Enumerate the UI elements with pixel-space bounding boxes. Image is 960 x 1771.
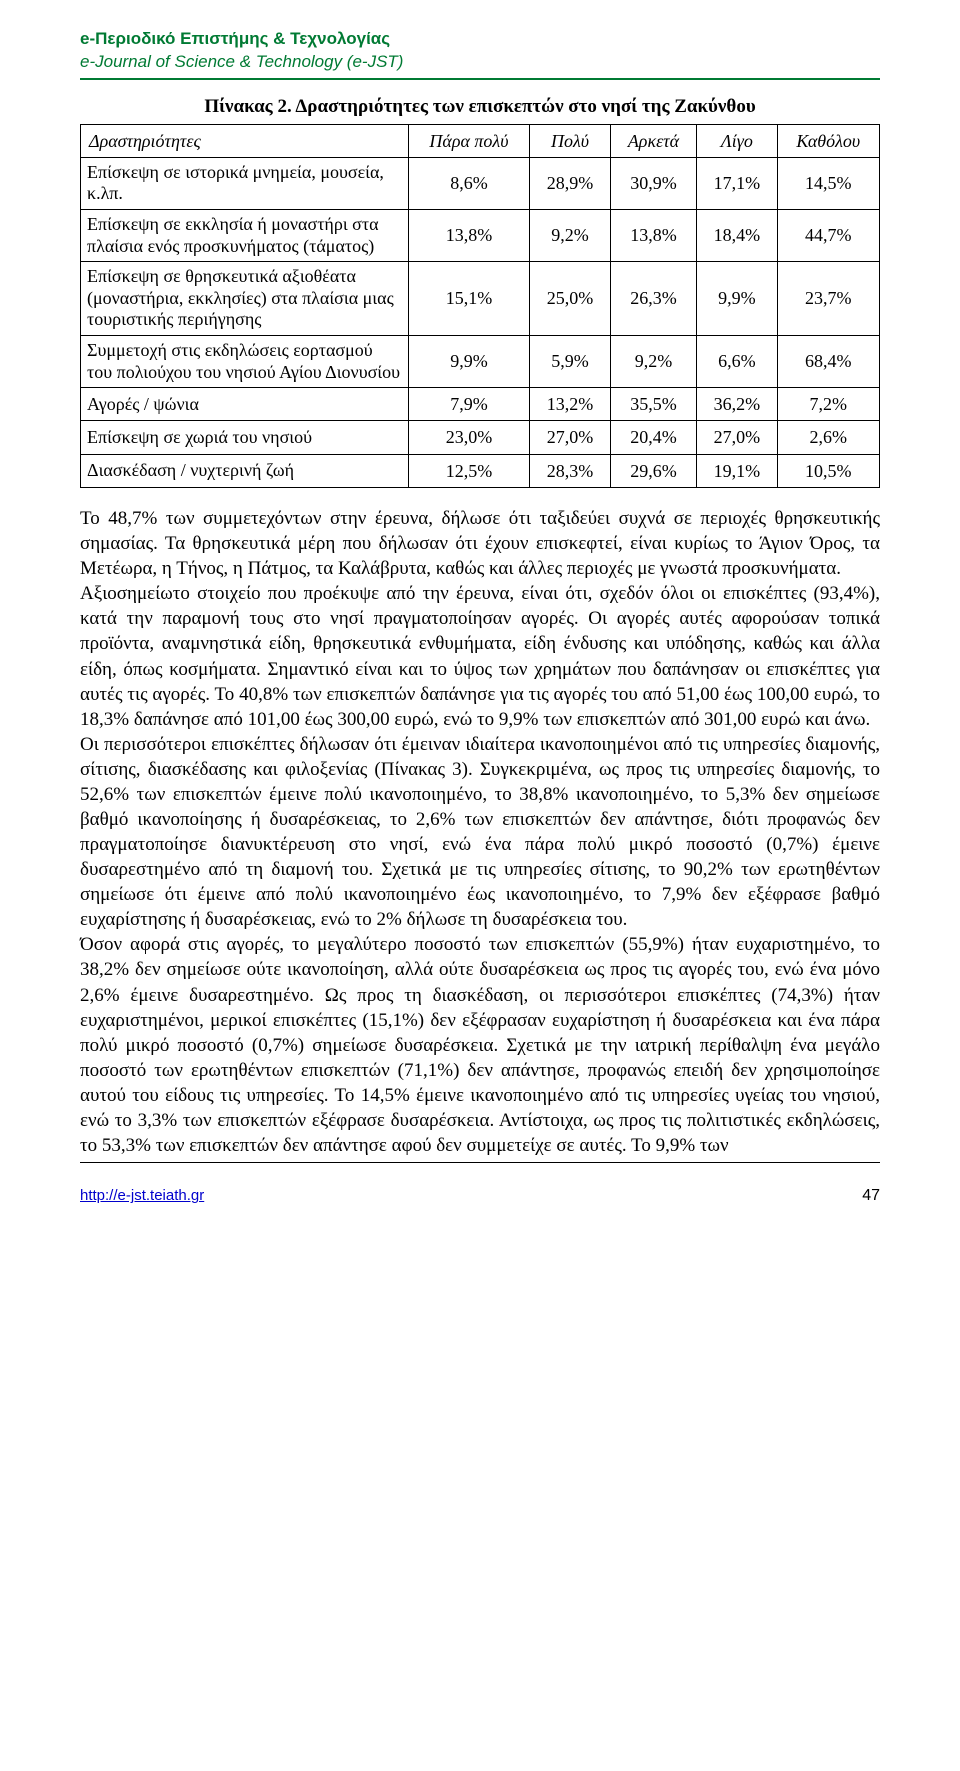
row-label: Συμμετοχή στις εκδηλώσεις εορτασμού του … xyxy=(81,335,409,387)
row-value: 6,6% xyxy=(697,335,777,387)
row-value: 9,2% xyxy=(530,210,610,262)
row-value: 7,2% xyxy=(777,388,879,421)
col-much: Πολύ xyxy=(530,124,610,157)
journal-title-en: e-Journal of Science & Technology (e-JST… xyxy=(80,51,880,78)
row-value: 30,9% xyxy=(610,157,696,209)
row-label: Επίσκεψη σε ιστορικά μνημεία, μουσεία, κ… xyxy=(81,157,409,209)
row-value: 13,8% xyxy=(408,210,530,262)
row-value: 5,9% xyxy=(530,335,610,387)
row-value: 8,6% xyxy=(408,157,530,209)
row-value: 27,0% xyxy=(530,421,610,454)
table-row: Επίσκεψη σε ιστορικά μνημεία, μουσεία, κ… xyxy=(81,157,880,209)
col-none: Καθόλου xyxy=(777,124,879,157)
row-value: 23,0% xyxy=(408,421,530,454)
row-label: Αγορές / ψώνια xyxy=(81,388,409,421)
table-row: Επίσκεψη σε εκκλησία ή μοναστήρι στα πλα… xyxy=(81,210,880,262)
paragraph-2: Αξιοσημείωτο στοιχείο που προέκυψε από τ… xyxy=(80,581,880,731)
body-text: Το 48,7% των συμμετεχόντων στην έρευνα, … xyxy=(80,506,880,1158)
row-value: 27,0% xyxy=(697,421,777,454)
paragraph-1: Το 48,7% των συμμετεχόντων στην έρευνα, … xyxy=(80,506,880,581)
row-value: 26,3% xyxy=(610,262,696,336)
table-title: Πίνακας 2. Δραστηριότητες των επισκεπτών… xyxy=(80,94,880,120)
table-row: Επίσκεψη σε χωριά του νησιού23,0%27,0%20… xyxy=(81,421,880,454)
footer-divider xyxy=(80,1162,880,1163)
row-value: 28,9% xyxy=(530,157,610,209)
row-value: 25,0% xyxy=(530,262,610,336)
row-value: 9,2% xyxy=(610,335,696,387)
row-value: 2,6% xyxy=(777,421,879,454)
row-value: 20,4% xyxy=(610,421,696,454)
paragraph-3: Οι περισσότεροι επισκέπτες δήλωσαν ότι έ… xyxy=(80,732,880,933)
row-value: 29,6% xyxy=(610,454,696,487)
row-value: 12,5% xyxy=(408,454,530,487)
row-value: 19,1% xyxy=(697,454,777,487)
row-value: 9,9% xyxy=(697,262,777,336)
row-value: 13,2% xyxy=(530,388,610,421)
row-value: 10,5% xyxy=(777,454,879,487)
row-value: 28,3% xyxy=(530,454,610,487)
activities-table: Δραστηριότητες Πάρα πολύ Πολύ Αρκετά Λίγ… xyxy=(80,124,880,489)
row-label: Επίσκεψη σε εκκλησία ή μοναστήρι στα πλα… xyxy=(81,210,409,262)
table-row: Διασκέδαση / νυχτερινή ζωή12,5%28,3%29,6… xyxy=(81,454,880,487)
table-row: Αγορές / ψώνια7,9%13,2%35,5%36,2%7,2% xyxy=(81,388,880,421)
table-row: Συμμετοχή στις εκδηλώσεις εορτασμού του … xyxy=(81,335,880,387)
col-very-much: Πάρα πολύ xyxy=(408,124,530,157)
row-value: 17,1% xyxy=(697,157,777,209)
col-little: Λίγο xyxy=(697,124,777,157)
row-label: Διασκέδαση / νυχτερινή ζωή xyxy=(81,454,409,487)
row-value: 23,7% xyxy=(777,262,879,336)
page-footer: http://e-jst.teiath.gr 47 xyxy=(80,1185,880,1207)
paragraph-4: Όσον αφορά στις αγορές, το μεγαλύτερο πο… xyxy=(80,932,880,1158)
row-value: 7,9% xyxy=(408,388,530,421)
row-label: Επίσκεψη σε θρησκευτικά αξιοθέατα (μονασ… xyxy=(81,262,409,336)
col-enough: Αρκετά xyxy=(610,124,696,157)
row-value: 18,4% xyxy=(697,210,777,262)
table-header-row: Δραστηριότητες Πάρα πολύ Πολύ Αρκετά Λίγ… xyxy=(81,124,880,157)
table-row: Επίσκεψη σε θρησκευτικά αξιοθέατα (μονασ… xyxy=(81,262,880,336)
row-value: 14,5% xyxy=(777,157,879,209)
row-value: 15,1% xyxy=(408,262,530,336)
row-label: Επίσκεψη σε χωριά του νησιού xyxy=(81,421,409,454)
footer-page-number: 47 xyxy=(862,1185,880,1207)
row-value: 36,2% xyxy=(697,388,777,421)
row-value: 13,8% xyxy=(610,210,696,262)
col-activities: Δραστηριότητες xyxy=(81,124,409,157)
row-value: 35,5% xyxy=(610,388,696,421)
row-value: 68,4% xyxy=(777,335,879,387)
journal-title-gr: e-Περιοδικό Επιστήμης & Τεχνολογίας xyxy=(80,28,880,51)
row-value: 44,7% xyxy=(777,210,879,262)
footer-link[interactable]: http://e-jst.teiath.gr xyxy=(80,1186,204,1206)
row-value: 9,9% xyxy=(408,335,530,387)
header-divider xyxy=(80,78,880,80)
journal-header: e-Περιοδικό Επιστήμης & Τεχνολογίας e-Jo… xyxy=(80,28,880,80)
